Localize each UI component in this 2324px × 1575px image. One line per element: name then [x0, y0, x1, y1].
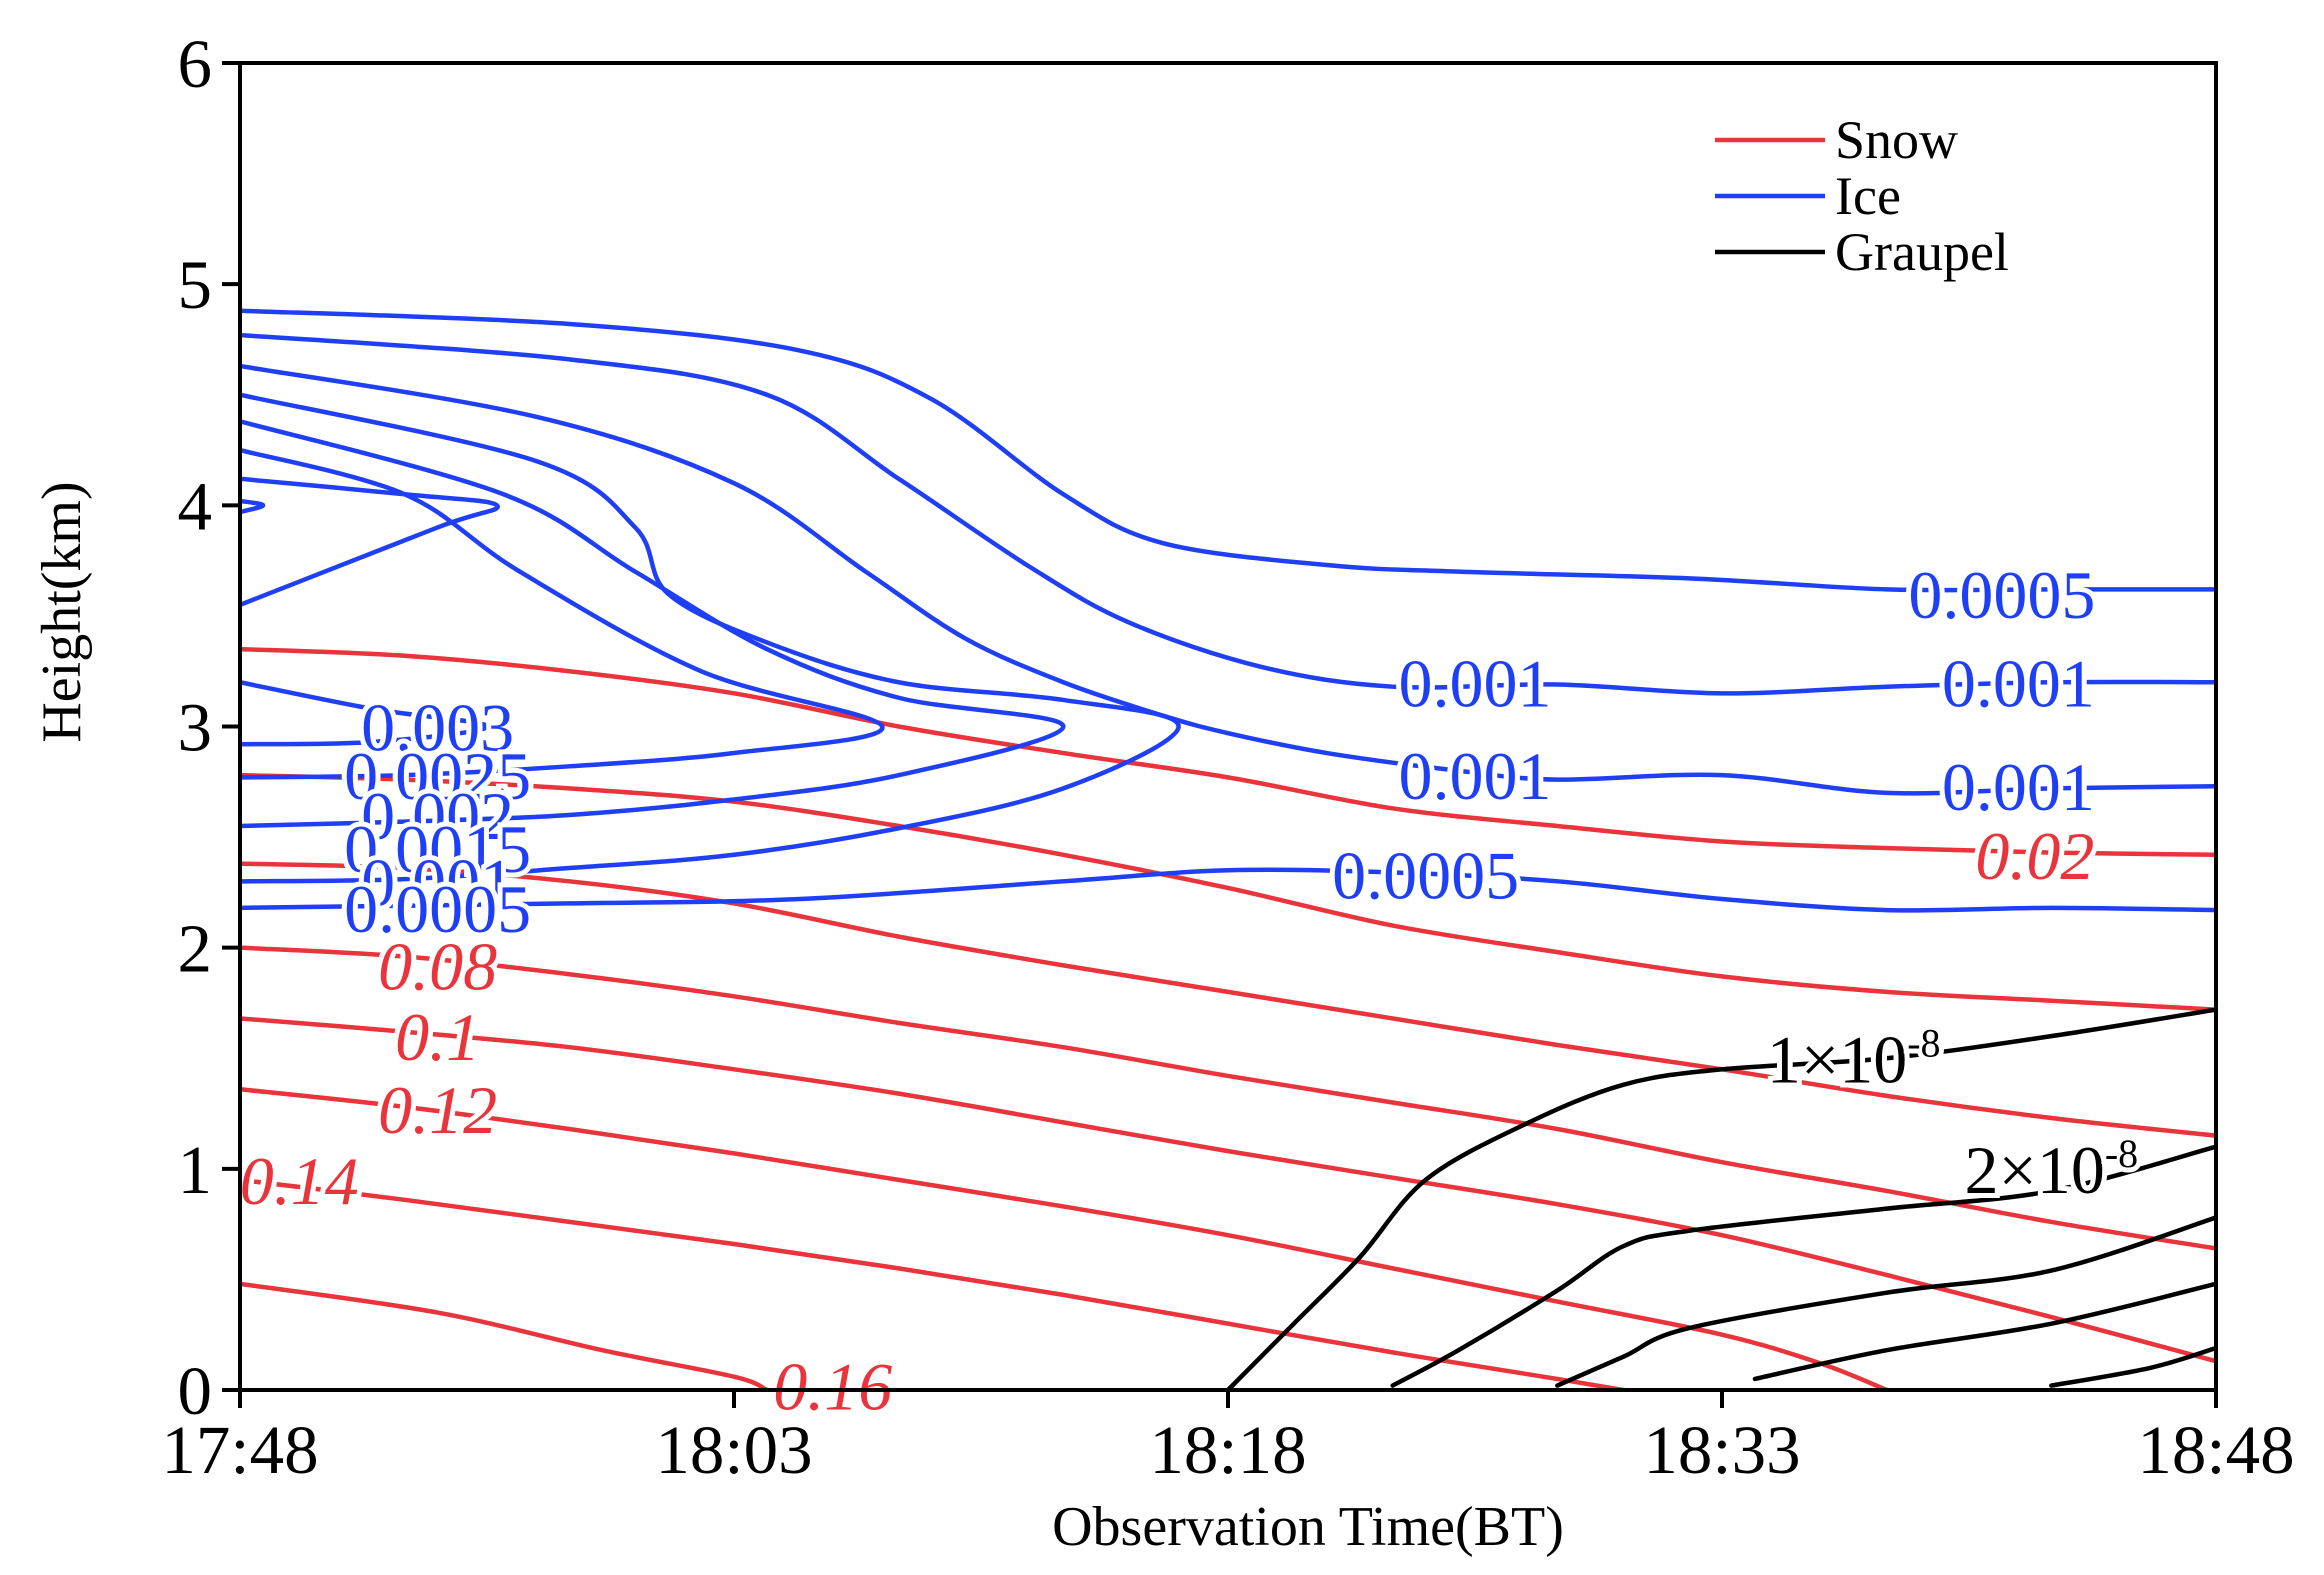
x-axis-title: Observation Time(BT) [1052, 1496, 1564, 1558]
snow-contour-line [240, 1281, 770, 1390]
snow-contours [240, 646, 2216, 1390]
graupel-contour-line [1555, 1215, 2216, 1388]
graupel-contours [1225, 1007, 2216, 1390]
snow-contour-line [240, 772, 2216, 1012]
x-tick-label: 18:48 [2137, 1412, 2294, 1488]
snow-contour-label: 0.12 [378, 1072, 497, 1148]
ice-contour-line [240, 363, 2216, 796]
y-tick-label: 2 [178, 911, 213, 987]
ice-contour-line [240, 476, 500, 608]
y-tick-label: 3 [178, 690, 213, 766]
ice-contour-label: 0.0005 [1332, 838, 1519, 914]
ice-contour-label: 0.001 [1942, 645, 2095, 721]
ice-contour-label: 0.001 [1399, 738, 1552, 814]
ice-contour-line [240, 419, 1066, 829]
snow-contour-line [240, 861, 2216, 1138]
y-tick-label: 1 [178, 1132, 213, 1208]
graupel-contour-line [1390, 1144, 2216, 1388]
graupel-legend-label: Graupel [1835, 222, 2009, 282]
ice-legend-label: Ice [1835, 166, 1901, 226]
snow-contour-label: 0.1 [395, 999, 480, 1075]
ice-contour-line [240, 308, 2216, 593]
ice-contour-label: 0.002 [361, 778, 514, 854]
ice-contour-label: 0.001 [1942, 749, 2095, 825]
snow-contour-label: 0.16 [773, 1349, 892, 1425]
ice-contour-label: 0.001 [1399, 645, 1552, 721]
x-tick-label: 18:18 [1149, 1412, 1306, 1488]
snow-contour-label: 0.08 [378, 928, 497, 1004]
graupel-contour-line [2049, 1345, 2216, 1388]
ice-contour-line [240, 392, 1181, 884]
snow-contour-label: 0.14 [240, 1143, 359, 1219]
graupel-contour-label: 2×10-8 [1964, 1131, 2138, 1208]
y-axis: 0 1 2 3 4 5 6 [178, 26, 240, 1429]
graupel-contour-line [1752, 1281, 2216, 1382]
y-tick-label: 0 [178, 1353, 213, 1429]
y-tick-label: 5 [178, 247, 213, 323]
ice-contour-line [240, 447, 885, 780]
y-tick-label: 4 [178, 468, 213, 544]
x-tick-label: 18:03 [655, 1412, 812, 1488]
graupel-contour-line [1225, 1007, 2216, 1390]
x-axis: 17:48 18:03 18:18 18:33 18:48 [161, 1390, 2295, 1488]
snow-legend-label: Snow [1835, 110, 1958, 170]
ice-contour-line [240, 332, 2216, 696]
snow-contour-line [240, 1086, 1889, 1390]
snow-contour-line [240, 646, 2216, 858]
ice-contour-line [240, 498, 266, 515]
ice-contours [240, 308, 2216, 913]
ice-contour-label: 0.0015 [344, 811, 531, 887]
y-axis-title: Height(km) [31, 481, 93, 742]
snow-contour-line [240, 1177, 1626, 1390]
snow-contour-line [240, 945, 2216, 1251]
ice-contour-label: 0.0005 [1908, 557, 2095, 633]
snow-contour-line [240, 1016, 2216, 1364]
ice-contour-line [240, 867, 2216, 913]
ice-contour-label: 0.0025 [344, 738, 531, 814]
ice-contour-label: 0.0005 [344, 871, 531, 947]
ice-contour-label: 0.001 [361, 844, 514, 920]
graupel-contour-label: 1×10-8 [1767, 1020, 1941, 1097]
y-tick-label: 6 [178, 26, 213, 102]
ice-contour-line [240, 680, 490, 747]
snow-contour-label: 0.02 [1975, 818, 2094, 894]
x-tick-label: 17:48 [161, 1412, 318, 1488]
x-tick-label: 18:33 [1643, 1412, 1800, 1488]
ice-contour-label: 0.003 [361, 690, 514, 766]
